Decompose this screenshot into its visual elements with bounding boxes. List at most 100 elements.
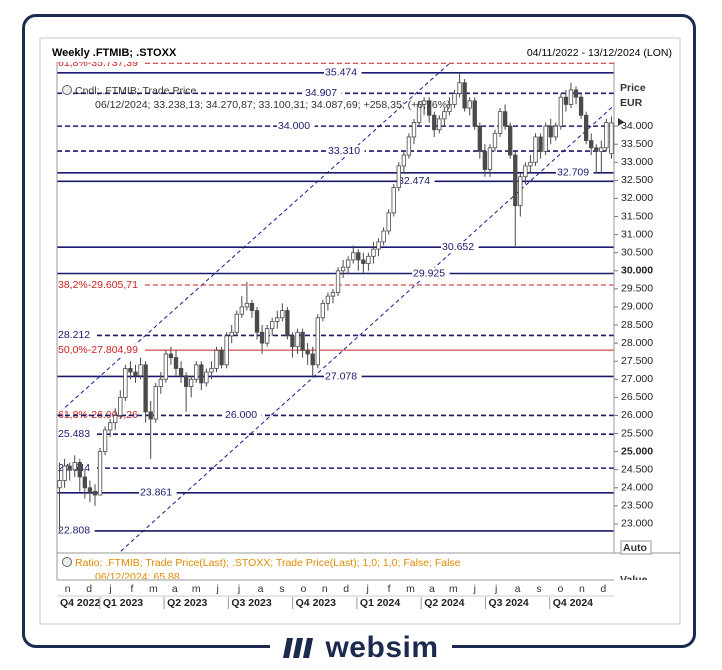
month-label: s: [536, 583, 541, 595]
lower-legend: Ratio; .FTMIB; Trade Price(Last); .STOXX…: [75, 557, 461, 569]
quarter-label: Q1 2024: [360, 597, 400, 609]
level-label-bg: [441, 241, 479, 254]
axis-label: Price: [620, 82, 646, 94]
candle-body: [92, 491, 98, 496]
y-tick-label: 27.500: [621, 355, 653, 367]
candle-body: [442, 111, 447, 120]
candle-body: [264, 328, 270, 344]
candle-body: [594, 147, 599, 152]
y-tick-label: 33.500: [621, 138, 653, 150]
month-label: n: [65, 583, 71, 595]
y-tick-label: 24.500: [621, 463, 653, 475]
level-label-bg: [324, 370, 362, 383]
candle-body: [315, 317, 320, 366]
level-label-bg: [57, 329, 95, 342]
y-tick-label: 27.000: [621, 373, 653, 385]
candle-body: [153, 386, 158, 420]
month-label: j: [473, 583, 476, 595]
candle-body: [401, 154, 407, 167]
chart: Weekly .FTMIB; .STOXX 04/11/2022 - 13/12…: [39, 37, 681, 625]
candle-body: [452, 93, 457, 105]
axis-label: EUR: [620, 97, 643, 109]
candle-body: [568, 89, 574, 105]
candle-body: [487, 147, 493, 170]
candle-body: [573, 89, 579, 98]
candle-body: [497, 111, 503, 134]
candle-body: [199, 364, 204, 384]
candle-body: [381, 230, 386, 243]
candle-body: [548, 125, 553, 138]
month-label: d: [343, 583, 349, 595]
quarter-label: Q3 2023: [231, 597, 271, 609]
lower-last: 06/12/2024; 65,88: [95, 571, 180, 583]
level-label: 33.310: [328, 145, 360, 157]
candle-body: [345, 259, 351, 268]
level-label: 25.483: [58, 428, 90, 440]
month-label: s: [279, 583, 284, 595]
month-label: m: [449, 583, 458, 595]
quarter-label: Q2 2024: [424, 597, 464, 609]
quarter-label: Q4 2023: [296, 597, 336, 609]
month-label: n: [322, 583, 328, 595]
brand-name: websim: [325, 631, 439, 664]
month-label: m: [406, 583, 415, 595]
level-label: 61,8%-35.737,39: [58, 57, 138, 69]
level-label-bg: [57, 62, 145, 70]
value-clip: Value: [620, 574, 648, 580]
candle-body: [609, 122, 614, 155]
channel-line: [118, 104, 614, 553]
month-label: a: [429, 583, 435, 595]
y-tick-label: 25.000: [621, 445, 653, 457]
candle-body: [209, 368, 214, 373]
candle-body: [194, 364, 199, 380]
month-label: f: [131, 583, 134, 595]
level-label-bg: [327, 145, 365, 158]
candle-body: [340, 266, 346, 272]
candle-body: [102, 429, 108, 453]
candle-body: [589, 140, 594, 149]
level-label: 22.808: [58, 525, 90, 537]
y-tick-label: 24.000: [621, 482, 653, 494]
brand-logo: [283, 638, 314, 658]
month-label: o: [300, 583, 306, 595]
candle-body: [178, 368, 184, 377]
candle-body: [432, 114, 437, 131]
candle-body: [143, 364, 148, 413]
candle-body: [335, 270, 341, 293]
candle-body: [295, 331, 300, 348]
level-label: 26.000: [225, 409, 257, 421]
candle-body: [396, 165, 401, 189]
level-label: 27.078: [325, 370, 357, 382]
candle-body: [482, 151, 488, 170]
auto-button[interactable]: [620, 540, 652, 555]
candle-body: [97, 451, 103, 496]
candle-body: [538, 136, 543, 152]
candle-body: [290, 335, 295, 348]
y-tick-label: 31.500: [621, 210, 653, 222]
candle-body: [300, 331, 305, 351]
candle-body: [411, 122, 417, 138]
y-tick-label: 29.000: [621, 301, 653, 313]
candle-body: [391, 187, 396, 214]
month-label: d: [86, 583, 92, 595]
quarter-label: Q4 2022: [60, 597, 100, 609]
level-label-bg: [57, 428, 95, 441]
level-label: 32.709: [557, 167, 589, 179]
candle-body: [87, 487, 93, 492]
brand: websim: [270, 628, 452, 668]
auto-label: Auto: [623, 542, 647, 554]
candle-body: [578, 96, 584, 116]
candle-body: [462, 82, 467, 109]
level-label: 34.000: [278, 120, 310, 132]
y-tick-label: 26.000: [621, 409, 653, 421]
candle-body: [77, 462, 82, 478]
month-label: j: [108, 583, 111, 595]
y-tick-label: 28.000: [621, 337, 653, 349]
month-label: a: [515, 583, 521, 595]
candle-body: [437, 118, 442, 131]
candle-body: [330, 292, 336, 297]
month-label: j: [494, 583, 497, 595]
month-label: j: [216, 583, 219, 595]
candle-body: [533, 136, 538, 163]
candle-body: [249, 302, 255, 311]
